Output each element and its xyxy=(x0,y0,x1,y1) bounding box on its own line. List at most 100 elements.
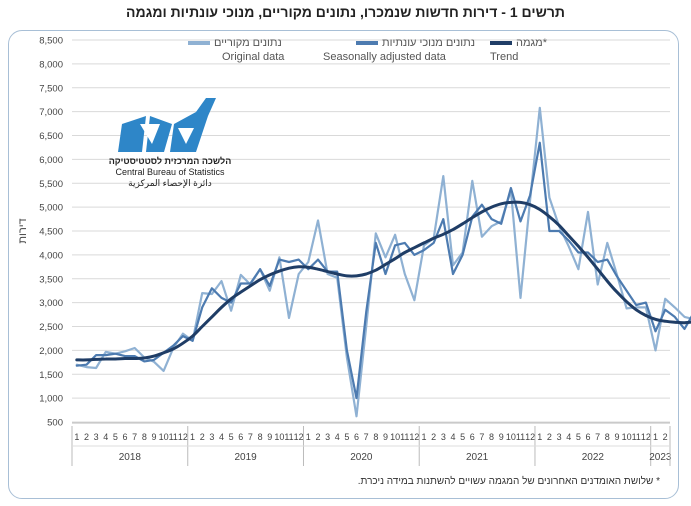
month-tick-label: 11 xyxy=(400,432,409,442)
month-tick-label: 8 xyxy=(489,432,494,442)
y-tick-label: 6,000 xyxy=(39,155,63,166)
month-tick-label: 8 xyxy=(605,432,610,442)
legend-seasonal: נתונים מנוכי עונתיות xyxy=(352,37,475,49)
legend-original: נתונים מקוריים xyxy=(184,37,282,49)
month-tick-label: 12 xyxy=(178,432,188,442)
footnote: * שלושת האומדנים האחרונים של המגמה עשויי… xyxy=(357,476,660,487)
y-tick-label: 1,500 xyxy=(39,370,63,381)
y-tick-label: 8,000 xyxy=(39,59,63,70)
month-tick-label: 10 xyxy=(274,432,284,442)
month-tick-label: 4 xyxy=(450,432,455,442)
month-tick-label: 8 xyxy=(258,432,263,442)
y-tick-label: 7,500 xyxy=(39,83,63,94)
month-tick-label: 9 xyxy=(151,432,156,442)
month-tick-label: 9 xyxy=(614,432,619,442)
month-tick-label: 3 xyxy=(325,432,330,442)
y-axis-label: דירות xyxy=(17,218,29,243)
month-tick-label: 6 xyxy=(123,432,128,442)
month-tick-label: 9 xyxy=(267,432,272,442)
month-tick-label: 1 xyxy=(190,432,195,442)
month-tick-label: 9 xyxy=(499,432,504,442)
month-tick-label: 2 xyxy=(84,432,89,442)
month-tick-label: 5 xyxy=(344,432,349,442)
month-tick-label: 7 xyxy=(132,432,137,442)
month-tick-label: 2 xyxy=(431,432,436,442)
month-tick-label: 12 xyxy=(641,432,651,442)
cbs-logo xyxy=(118,98,216,152)
month-tick-label: 2 xyxy=(200,432,205,442)
month-tick-label: 5 xyxy=(576,432,581,442)
month-tick-label: 8 xyxy=(373,432,378,442)
y-tick-label: 3,500 xyxy=(39,274,63,285)
month-tick-label: 1 xyxy=(306,432,311,442)
month-tick-label: 5 xyxy=(113,432,118,442)
series-line-seasonal xyxy=(75,141,691,400)
month-tick-label: 10 xyxy=(622,432,632,442)
legend-original-en: Original data xyxy=(222,51,285,63)
month-tick-label: 7 xyxy=(364,432,369,442)
month-tick-label: 4 xyxy=(566,432,571,442)
month-tick-label: 1 xyxy=(537,432,542,442)
month-tick-label: 3 xyxy=(209,432,214,442)
month-tick-label: 6 xyxy=(586,432,591,442)
month-tick-label: 4 xyxy=(103,432,108,442)
month-tick-label: 2 xyxy=(547,432,552,442)
chart-title: תרשים 1 - דירות חדשות שנמכרו, נתונים מקו… xyxy=(126,4,565,20)
month-tick-label: 11 xyxy=(169,432,178,442)
month-tick-label: 11 xyxy=(516,432,525,442)
month-tick-label: 11 xyxy=(284,432,293,442)
y-tick-label: 5,000 xyxy=(39,203,63,214)
legend-trend-swatch xyxy=(490,41,512,46)
month-tick-label: 6 xyxy=(354,432,359,442)
legend-seasonal-en: Seasonally adjusted data xyxy=(323,51,446,63)
month-tick-label: 8 xyxy=(142,432,147,442)
month-tick-label: 5 xyxy=(229,432,234,442)
month-tick-label: 7 xyxy=(595,432,600,442)
y-tick-label: 8,500 xyxy=(39,36,63,47)
month-tick-label: 1 xyxy=(422,432,427,442)
series-line-trend xyxy=(75,200,691,362)
month-tick-label: 11 xyxy=(632,432,641,442)
y-tick-label: 7,000 xyxy=(39,107,63,118)
month-tick-label: 6 xyxy=(238,432,243,442)
month-tick-label: 4 xyxy=(335,432,340,442)
month-tick-label: 9 xyxy=(383,432,388,442)
month-tick-label: 12 xyxy=(525,432,535,442)
year-label: 2018 xyxy=(119,452,142,463)
year-label: 2020 xyxy=(350,452,373,463)
y-tick-label: 4,500 xyxy=(39,227,63,238)
y-tick-label: 2,000 xyxy=(39,346,63,357)
y-tick-label: 6,500 xyxy=(39,131,63,142)
logo-english: Central Bureau of Statistics xyxy=(115,167,225,177)
month-tick-label: 10 xyxy=(390,432,400,442)
year-label: 2023 xyxy=(649,452,672,463)
legend-seasonal-swatch xyxy=(356,41,378,46)
y-tick-label: 500 xyxy=(47,418,63,429)
chart-frame xyxy=(8,30,679,499)
month-tick-label: 4 xyxy=(219,432,224,442)
month-tick-label: 3 xyxy=(94,432,99,442)
logo-hebrew: הלשכה המרכזית לסטטיסטיקה xyxy=(108,156,232,166)
month-tick-label: 12 xyxy=(409,432,419,442)
logo-arabic: دائرة الإحصاء المركزية xyxy=(128,178,212,188)
legend-trend-en: Trend xyxy=(490,51,519,63)
month-tick-label: 5 xyxy=(460,432,465,442)
y-tick-label: 3,000 xyxy=(39,298,63,309)
month-tick-label: 7 xyxy=(479,432,484,442)
month-tick-label: 3 xyxy=(441,432,446,442)
month-tick-label: 10 xyxy=(506,432,516,442)
month-tick-label: 7 xyxy=(248,432,253,442)
month-tick-label: 6 xyxy=(470,432,475,442)
year-label: 2022 xyxy=(582,452,605,463)
month-tick-label: 10 xyxy=(159,432,169,442)
y-tick-label: 1,000 xyxy=(39,394,63,405)
month-tick-label: 2 xyxy=(663,432,668,442)
year-label: 2021 xyxy=(466,452,489,463)
y-tick-label: 5,500 xyxy=(39,179,63,190)
month-tick-label: 1 xyxy=(653,432,658,442)
month-tick-label: 3 xyxy=(557,432,562,442)
month-tick-label: 12 xyxy=(294,432,304,442)
legend-trend: מגמה* xyxy=(486,37,547,49)
month-tick-label: 2 xyxy=(315,432,320,442)
